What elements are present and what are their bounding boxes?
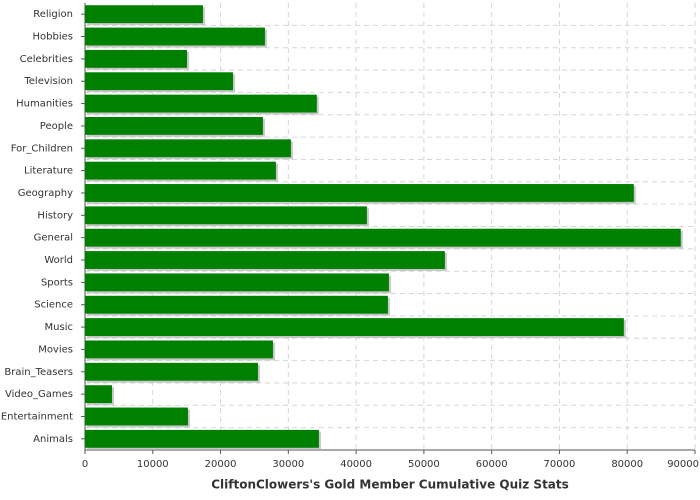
bar (85, 318, 624, 337)
bar (85, 72, 233, 91)
bar (85, 94, 317, 113)
y-tick-label: Entertainment (1, 411, 73, 422)
y-tick-label: Movies (38, 344, 73, 355)
bar (85, 139, 291, 158)
bar (85, 273, 389, 292)
y-tick-label: Hobbies (33, 32, 73, 43)
bar (85, 161, 276, 180)
y-tick-label: Science (34, 300, 73, 311)
y-tick-label: Geography (18, 188, 73, 199)
bar (85, 206, 367, 225)
x-tick-label: 70000 (544, 459, 576, 470)
bar (85, 362, 258, 381)
chart-title: CliftonClowers's Gold Member Cumulative … (211, 478, 569, 492)
bar (85, 49, 188, 68)
y-tick-label: Humanities (16, 99, 73, 110)
bar (85, 385, 112, 404)
y-tick-label: Video_Games (5, 389, 73, 400)
y-tick-label: Animals (33, 434, 73, 445)
y-tick-label: People (40, 121, 73, 132)
x-tick-label: 50000 (408, 459, 440, 470)
y-tick-label: For_Children (11, 143, 73, 154)
y-tick-label: Brain_Teasers (4, 367, 73, 378)
x-tick-label: 40000 (340, 459, 372, 470)
bar (85, 5, 203, 24)
y-tick-label: Celebrities (20, 54, 73, 65)
bar (85, 340, 273, 359)
x-tick-label: 80000 (611, 459, 643, 470)
bar (85, 407, 188, 426)
bar (85, 251, 445, 269)
bar (85, 116, 263, 135)
y-tick-label: World (44, 255, 73, 266)
y-tick-label: Music (45, 322, 73, 333)
y-tick-label: Television (23, 76, 73, 87)
bar (85, 295, 388, 314)
bar (85, 228, 681, 247)
bar (85, 27, 265, 46)
x-tick-label: 60000 (476, 459, 508, 470)
y-tick-label: Religion (33, 9, 73, 20)
y-tick-label: Literature (24, 166, 73, 177)
x-tick-label: 20000 (205, 459, 237, 470)
bar (85, 184, 634, 202)
x-tick-label: 0 (82, 459, 88, 470)
x-tick-label: 30000 (272, 459, 304, 470)
x-tick-label: 10000 (137, 459, 169, 470)
bar (85, 429, 319, 448)
x-tick-label: 90000 (667, 459, 699, 470)
y-tick-label: History (37, 210, 73, 221)
y-tick-label: Sports (41, 277, 73, 288)
y-tick-label: General (34, 233, 73, 244)
